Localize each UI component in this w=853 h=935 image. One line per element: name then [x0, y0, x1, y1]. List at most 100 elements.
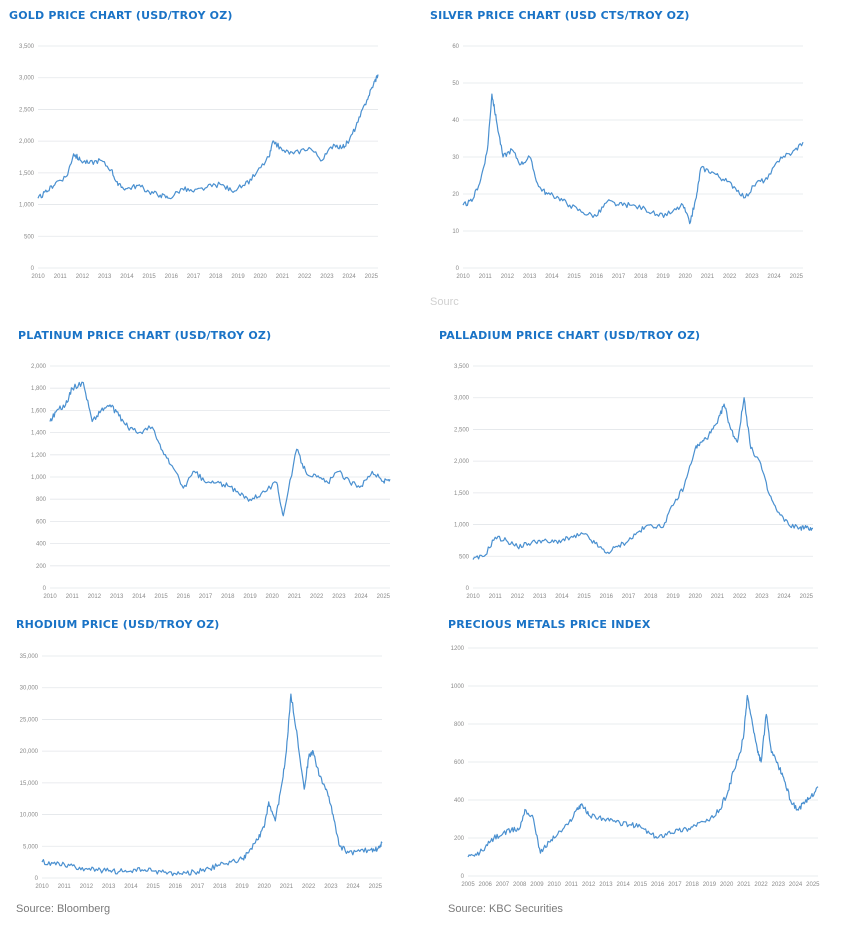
y-tick-label: 2,500: [454, 427, 470, 433]
x-tick-label: 2022: [310, 594, 324, 600]
x-tick-label: 2022: [302, 884, 316, 890]
y-tick-label: 2,500: [19, 107, 35, 113]
x-tick-label: 2012: [582, 882, 596, 888]
x-tick-label: 2017: [668, 882, 682, 888]
y-tick-label: 800: [36, 497, 47, 503]
y-tick-label: 15,000: [20, 781, 39, 787]
x-tick-label: 2013: [599, 882, 613, 888]
x-tick-label: 2015: [154, 594, 168, 600]
x-tick-label: 2011: [565, 882, 579, 888]
y-tick-label: 1200: [451, 646, 465, 652]
x-tick-label: 2021: [737, 882, 751, 888]
x-tick-label: 2012: [80, 884, 94, 890]
x-tick-label: 2010: [43, 594, 57, 600]
x-tick-label: 2025: [800, 594, 814, 600]
x-tick-label: 2025: [790, 274, 804, 280]
y-tick-label: 3,500: [454, 364, 470, 370]
x-tick-label: 2016: [600, 594, 614, 600]
x-tick-label: 2021: [711, 594, 725, 600]
x-tick-label: 2006: [479, 882, 493, 888]
y-tick-label: 3,000: [454, 396, 470, 402]
x-tick-label: 2011: [489, 594, 503, 600]
x-tick-label: 2020: [266, 594, 280, 600]
x-tick-label: 2014: [545, 274, 559, 280]
x-tick-label: 2019: [243, 594, 257, 600]
y-tick-label: 0: [35, 876, 39, 882]
y-tick-label: 0: [461, 874, 465, 880]
x-tick-label: 2025: [377, 594, 391, 600]
rhodium-chart-title: RHODIUM PRICE (USD/TROY OZ): [16, 618, 220, 631]
x-tick-label: 2012: [88, 594, 102, 600]
y-tick-label: 200: [454, 836, 465, 842]
x-tick-label: 2022: [733, 594, 747, 600]
y-tick-label: 3,000: [19, 76, 35, 82]
x-tick-label: 2021: [701, 274, 715, 280]
x-tick-label: 2021: [276, 274, 290, 280]
y-tick-label: 400: [36, 542, 47, 548]
x-tick-label: 2022: [723, 274, 737, 280]
x-tick-label: 2023: [320, 274, 334, 280]
x-tick-label: 2013: [533, 594, 547, 600]
x-tick-label: 2021: [280, 884, 294, 890]
y-tick-label: 0: [466, 586, 470, 592]
silver-chart: 0 10 20 30 40 50 60 2010 2011 2012 2013 2014 2015 201…: [452, 44, 804, 280]
rhodium-chart: 0 5,000 10,000 15,000 20,000 25,000 30,000 35,0…: [20, 654, 383, 890]
x-tick-label: 2018: [634, 274, 648, 280]
x-tick-label: 2022: [298, 274, 312, 280]
x-tick-label: 2007: [496, 882, 510, 888]
x-tick-label: 2010: [466, 594, 480, 600]
x-tick-label: 2025: [365, 274, 379, 280]
platinum-chart-title: PLATINUM PRICE CHART (USD/TROY OZ): [18, 329, 272, 342]
x-tick-label: 2013: [102, 884, 116, 890]
y-tick-label: 1,000: [19, 203, 35, 209]
x-tick-label: 2014: [555, 594, 569, 600]
x-tick-label: 2020: [254, 274, 268, 280]
y-tick-label: 30,000: [20, 686, 39, 692]
y-tick-label: 10,000: [20, 813, 39, 819]
index-chart-title: PRECIOUS METALS PRICE INDEX: [448, 618, 651, 631]
x-tick-label: 2013: [523, 274, 537, 280]
x-tick-label: 2017: [612, 274, 626, 280]
y-tick-label: 5,000: [23, 844, 39, 850]
x-tick-label: 2023: [324, 884, 338, 890]
y-tick-label: 500: [459, 554, 470, 560]
x-tick-label: 2020: [679, 274, 693, 280]
x-tick-label: 2019: [656, 274, 670, 280]
y-tick-label: 1,400: [31, 431, 47, 437]
x-tick-label: 2020: [720, 882, 734, 888]
x-tick-label: 2024: [789, 882, 803, 888]
y-tick-label: 0: [456, 266, 460, 272]
y-tick-label: 2,000: [31, 364, 47, 370]
y-tick-label: 10: [452, 229, 459, 235]
x-tick-label: 2017: [187, 274, 201, 280]
y-tick-label: 1,500: [19, 171, 35, 177]
x-tick-label: 2022: [754, 882, 768, 888]
gold-chart: 0 500 1,000 1,500 2,000 2,500 3,000 3,500 2010 20…: [19, 44, 379, 280]
y-tick-label: 800: [454, 722, 465, 728]
x-tick-label: 2024: [777, 594, 791, 600]
x-tick-label: 2024: [767, 274, 781, 280]
y-tick-label: 2,000: [454, 459, 470, 465]
x-tick-label: 2023: [755, 594, 769, 600]
x-tick-label: 2015: [146, 884, 160, 890]
x-tick-label: 2011: [58, 884, 72, 890]
palladium-chart: 0 500 1,000 1,500 2,000 2,500 3,000 3,500 2010 20…: [454, 364, 814, 600]
index-chart: 0 200 400 600 800 1000 1200 2005 2006 2007 2008 200…: [451, 646, 821, 888]
y-tick-label: 400: [454, 798, 465, 804]
y-tick-label: 1,800: [31, 386, 47, 392]
x-tick-label: 2015: [142, 274, 156, 280]
palladium-chart-title: PALLADIUM PRICE CHART (USD/TROY OZ): [439, 329, 701, 342]
x-tick-label: 2005: [461, 882, 475, 888]
x-tick-label: 2021: [288, 594, 302, 600]
source-bloomberg: Source: Bloomberg: [16, 903, 111, 915]
x-tick-label: 2025: [369, 884, 383, 890]
y-tick-label: 1,600: [31, 408, 47, 414]
silver-chart-title: SILVER PRICE CHART (USD CTS/TROY OZ): [430, 9, 690, 22]
platinum-chart: 0 200 400 600 800 1,000 1,200 1,400 1,600 1,800 2,…: [31, 364, 391, 600]
y-tick-label: 25,000: [20, 717, 39, 723]
y-tick-label: 600: [36, 519, 47, 525]
x-tick-label: 2010: [31, 274, 45, 280]
x-tick-label: 2025: [806, 882, 820, 888]
x-tick-label: 2011: [66, 594, 80, 600]
y-tick-label: 35,000: [20, 654, 39, 660]
